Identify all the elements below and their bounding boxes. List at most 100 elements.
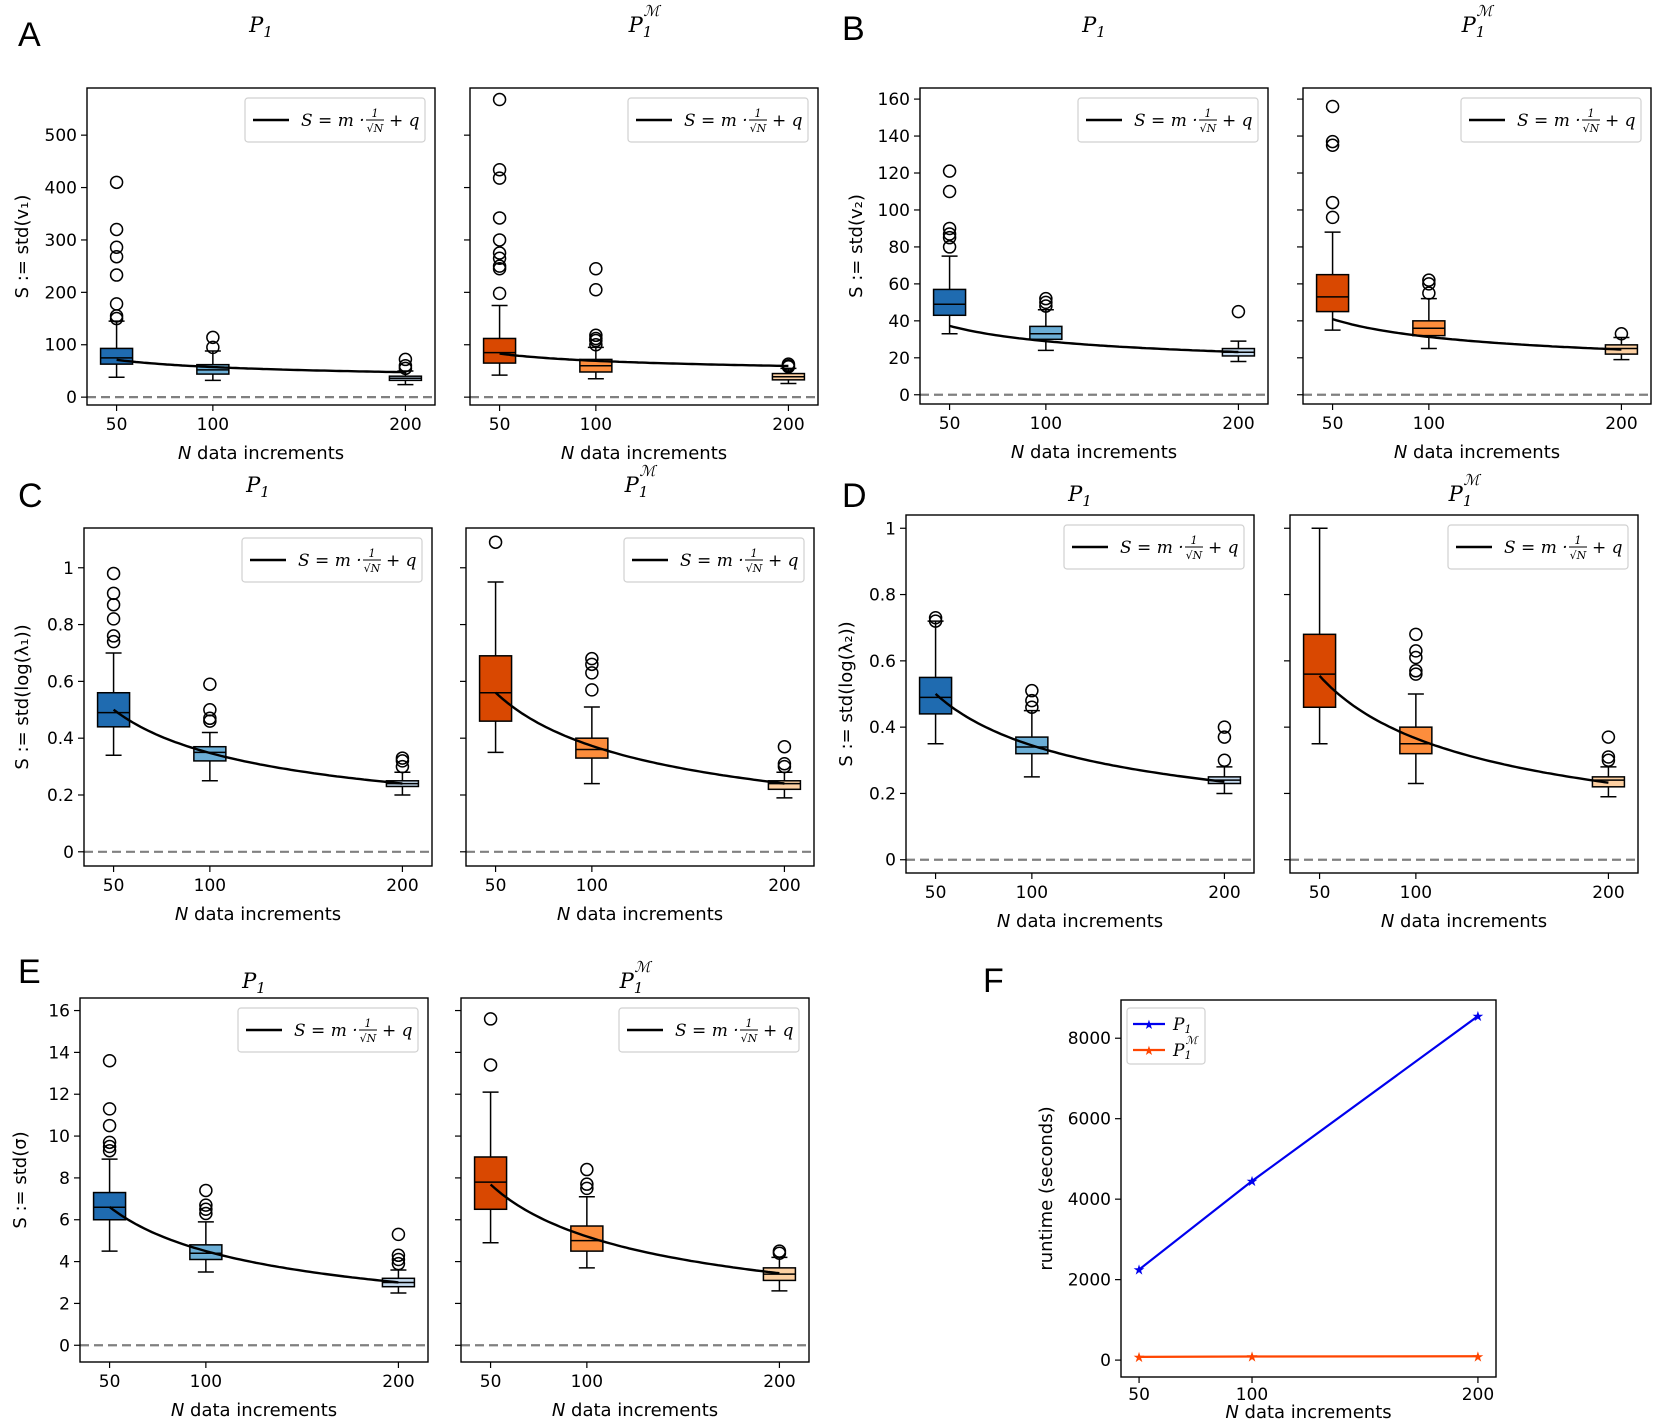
y-tick-label: 1 <box>885 519 896 539</box>
y-axis-label: S := std(log(λ₁)) <box>12 624 33 769</box>
legend-rhs: + q <box>1208 538 1239 558</box>
outlier-point <box>589 328 603 343</box>
box-n100 <box>575 651 609 785</box>
subplot-title: P1 ℳ <box>619 958 653 997</box>
box-n50 <box>1302 527 1337 745</box>
legend-lhs: S = m · <box>301 111 365 131</box>
y-axis-label: S := std(σ) <box>10 1131 31 1228</box>
y-tick-label: 0 <box>66 388 77 408</box>
x-tick-label: 50 <box>480 1372 502 1392</box>
box-n50 <box>918 611 953 745</box>
x-axis-label-rest: data increments <box>188 904 341 925</box>
legend-label-sub: 1 <box>1184 1023 1191 1036</box>
legend-frac-den: √N <box>360 1032 377 1045</box>
outlier-point <box>102 1143 117 1158</box>
box-n200 <box>1207 720 1242 795</box>
series-marker: ★ <box>1133 1350 1146 1366</box>
runtime-axes: ★ ★ ★ ★ ★ ★ 0 2000 4000 6000 8000 50 100 200 N data in… <box>1036 999 1497 1422</box>
x-axis-label-rest: data increments <box>1010 911 1163 932</box>
y-tick-label: 16 <box>48 1002 70 1022</box>
legend-rhs: + q <box>389 111 420 131</box>
outlier-point <box>102 1135 117 1150</box>
outlier-point <box>1025 700 1039 715</box>
outlier-point <box>199 1198 213 1212</box>
title-main: P <box>624 473 640 497</box>
title-main: P <box>1461 13 1477 37</box>
box-n200 <box>388 352 423 386</box>
outlier-point <box>102 1118 117 1133</box>
fit-curve <box>949 324 1239 354</box>
outlier-point <box>391 1248 406 1263</box>
legend-label-main: P <box>1172 1041 1185 1061</box>
outlier-point <box>1325 134 1340 149</box>
outlier-point <box>206 340 220 355</box>
x-tick-label: 200 <box>386 876 418 896</box>
legend-box <box>1063 524 1245 570</box>
panel-letter-a: A <box>18 16 41 54</box>
panel-letter-e: E <box>18 953 41 991</box>
outlier-point <box>391 1256 406 1271</box>
outlier-point <box>109 297 124 311</box>
box-n50 <box>473 1012 508 1244</box>
x-axis-label-var: N <box>552 1400 565 1421</box>
x-axis-label-var: N <box>1381 911 1394 932</box>
outlier-point <box>106 566 121 581</box>
y-tick-label: 0 <box>1100 1351 1111 1371</box>
legend-box <box>237 1007 419 1053</box>
y-tick-label: 160 <box>878 90 910 110</box>
x-tick-label: 200 <box>1605 414 1637 434</box>
y-tick-label: 60 <box>888 275 910 295</box>
box-iqr <box>1302 633 1337 709</box>
outlier-point <box>483 1012 498 1026</box>
outlier-point <box>1217 730 1232 744</box>
title-sub: 1 <box>639 483 649 501</box>
x-tick-label: 200 <box>382 1372 414 1392</box>
title-main: P <box>1081 13 1097 37</box>
y-tick-label: 2000 <box>1068 1271 1111 1291</box>
box-n50 <box>99 175 134 378</box>
x-axis-label-rest: data increments <box>1407 442 1560 463</box>
x-axis-label-rest: data increments <box>1239 1402 1392 1422</box>
box-iqr <box>570 1225 604 1252</box>
box-n100 <box>196 330 230 382</box>
subplot-title: P1 ℳ <box>1448 471 1482 510</box>
title-sub: 1 <box>263 23 273 41</box>
x-tick-label: 200 <box>1592 883 1624 903</box>
x-axis-label-var: N <box>1011 442 1024 463</box>
box-n200 <box>381 1227 416 1294</box>
outlier-point <box>589 282 603 297</box>
outlier-point <box>942 227 957 241</box>
y-axis-label: S := std(v₁) <box>12 195 33 299</box>
x-axis-label-var: N <box>1394 442 1407 463</box>
y-tick-label: 2 <box>59 1294 70 1314</box>
outlier-point <box>109 309 124 323</box>
outlier-point <box>109 240 124 255</box>
axes-frame <box>919 87 1269 405</box>
y-tick-label: 14 <box>48 1043 70 1063</box>
series-marker: ★ <box>1472 1009 1485 1025</box>
legend-frac-num: 1 <box>365 1017 372 1030</box>
y-tick-label: 8000 <box>1068 1029 1111 1049</box>
outlier-point <box>585 657 599 672</box>
y-tick-label: 400 <box>45 179 77 199</box>
outlier-point <box>1325 195 1340 210</box>
series-2: ★ ★ ★ <box>1133 1349 1484 1366</box>
outlier-point <box>488 535 503 549</box>
legend-frac-den: √N <box>746 562 763 575</box>
legend-rhs: + q <box>772 111 803 131</box>
title-main: P <box>248 13 264 37</box>
x-tick-label: 200 <box>389 415 421 435</box>
title-main: P <box>1067 482 1083 506</box>
outlier-point <box>1039 291 1053 306</box>
box-n100 <box>1029 291 1063 352</box>
outlier-point <box>585 683 599 697</box>
fit-curve <box>499 352 789 368</box>
outlier-point <box>580 1177 594 1191</box>
fit-curve <box>489 1183 780 1275</box>
axes-frame <box>469 87 819 406</box>
x-tick-label: 100 <box>1236 1385 1268 1405</box>
legend-rhs: + q <box>386 551 417 571</box>
fit-curve <box>934 693 1225 783</box>
